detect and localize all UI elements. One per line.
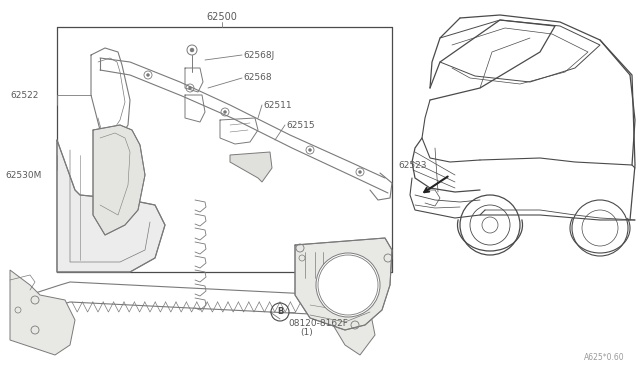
Circle shape xyxy=(189,87,191,90)
Text: A625*0.60: A625*0.60 xyxy=(584,353,625,362)
Text: B: B xyxy=(277,308,283,317)
Circle shape xyxy=(308,148,312,151)
Polygon shape xyxy=(295,238,392,330)
Circle shape xyxy=(223,110,227,113)
Polygon shape xyxy=(57,140,165,272)
Text: 08120-8162F: 08120-8162F xyxy=(288,318,348,327)
Polygon shape xyxy=(230,152,272,182)
Text: 62523: 62523 xyxy=(398,160,426,170)
Text: 62515: 62515 xyxy=(286,121,315,129)
Text: 62511: 62511 xyxy=(263,100,292,109)
Text: (1): (1) xyxy=(300,328,313,337)
Text: 62568J: 62568J xyxy=(243,51,275,60)
Circle shape xyxy=(316,253,380,317)
Circle shape xyxy=(190,48,194,52)
Text: 62522: 62522 xyxy=(10,90,38,99)
Text: 62568: 62568 xyxy=(243,74,271,83)
Polygon shape xyxy=(330,290,375,355)
Circle shape xyxy=(358,170,362,173)
Polygon shape xyxy=(93,125,145,235)
Text: 62530M: 62530M xyxy=(5,170,42,180)
Text: 62500: 62500 xyxy=(207,12,237,22)
Circle shape xyxy=(147,74,150,77)
Polygon shape xyxy=(10,270,75,355)
